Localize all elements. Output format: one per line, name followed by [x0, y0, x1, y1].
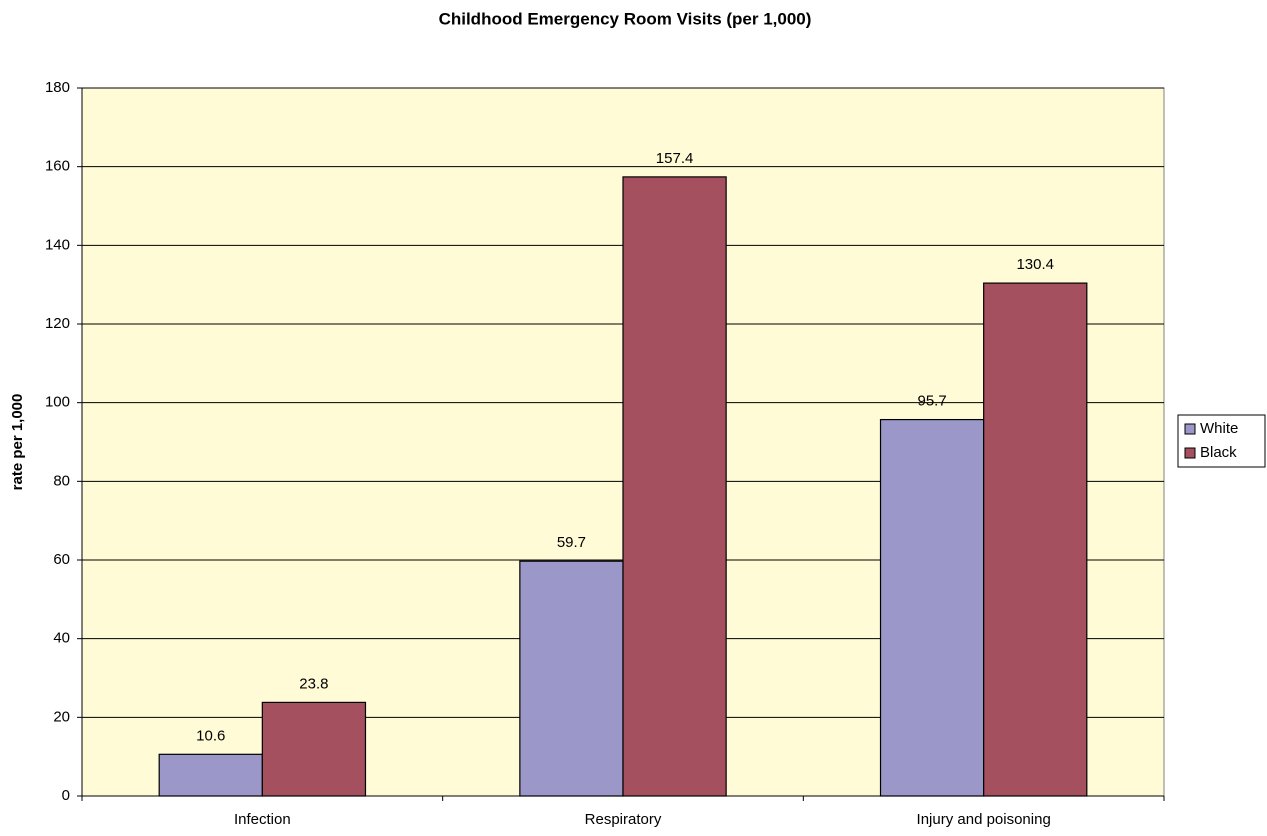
value-label: 95.7 [917, 393, 946, 410]
x-tick-label: Infection [234, 811, 291, 828]
y-tick-label: 20 [53, 708, 70, 725]
y-tick-label: 140 [45, 236, 70, 253]
y-tick-label: 160 [45, 158, 70, 175]
legend-label: White [1200, 420, 1238, 437]
bar [158, 753, 263, 797]
y-tick-label: 0 [62, 787, 70, 804]
legend-label: Black [1200, 444, 1237, 461]
value-label: 10.6 [196, 727, 225, 744]
y-tick-label: 180 [45, 79, 70, 96]
value-label: 23.8 [299, 675, 328, 692]
bar [261, 701, 367, 797]
value-label: 157.4 [656, 150, 694, 167]
y-tick-label: 80 [53, 472, 70, 489]
legend-swatch [1184, 447, 1196, 459]
y-tick-label: 120 [45, 315, 70, 332]
y-tick-label: 100 [45, 394, 70, 411]
y-axis-label: rate per 1,000 [9, 394, 26, 491]
chart-title: Childhood Emergency Room Visits (per 1,0… [439, 9, 812, 28]
y-tick-label: 40 [53, 630, 70, 647]
bar [622, 176, 727, 797]
bar [983, 282, 1088, 797]
y-tick-label: 60 [53, 551, 70, 568]
bar [879, 418, 985, 797]
x-tick-label: Injury and poisoning [917, 811, 1051, 828]
value-label: 130.4 [1016, 256, 1054, 273]
legend-swatch [1184, 423, 1196, 435]
bar [519, 560, 624, 797]
value-label: 59.7 [557, 534, 586, 551]
x-tick-label: Respiratory [585, 811, 662, 828]
